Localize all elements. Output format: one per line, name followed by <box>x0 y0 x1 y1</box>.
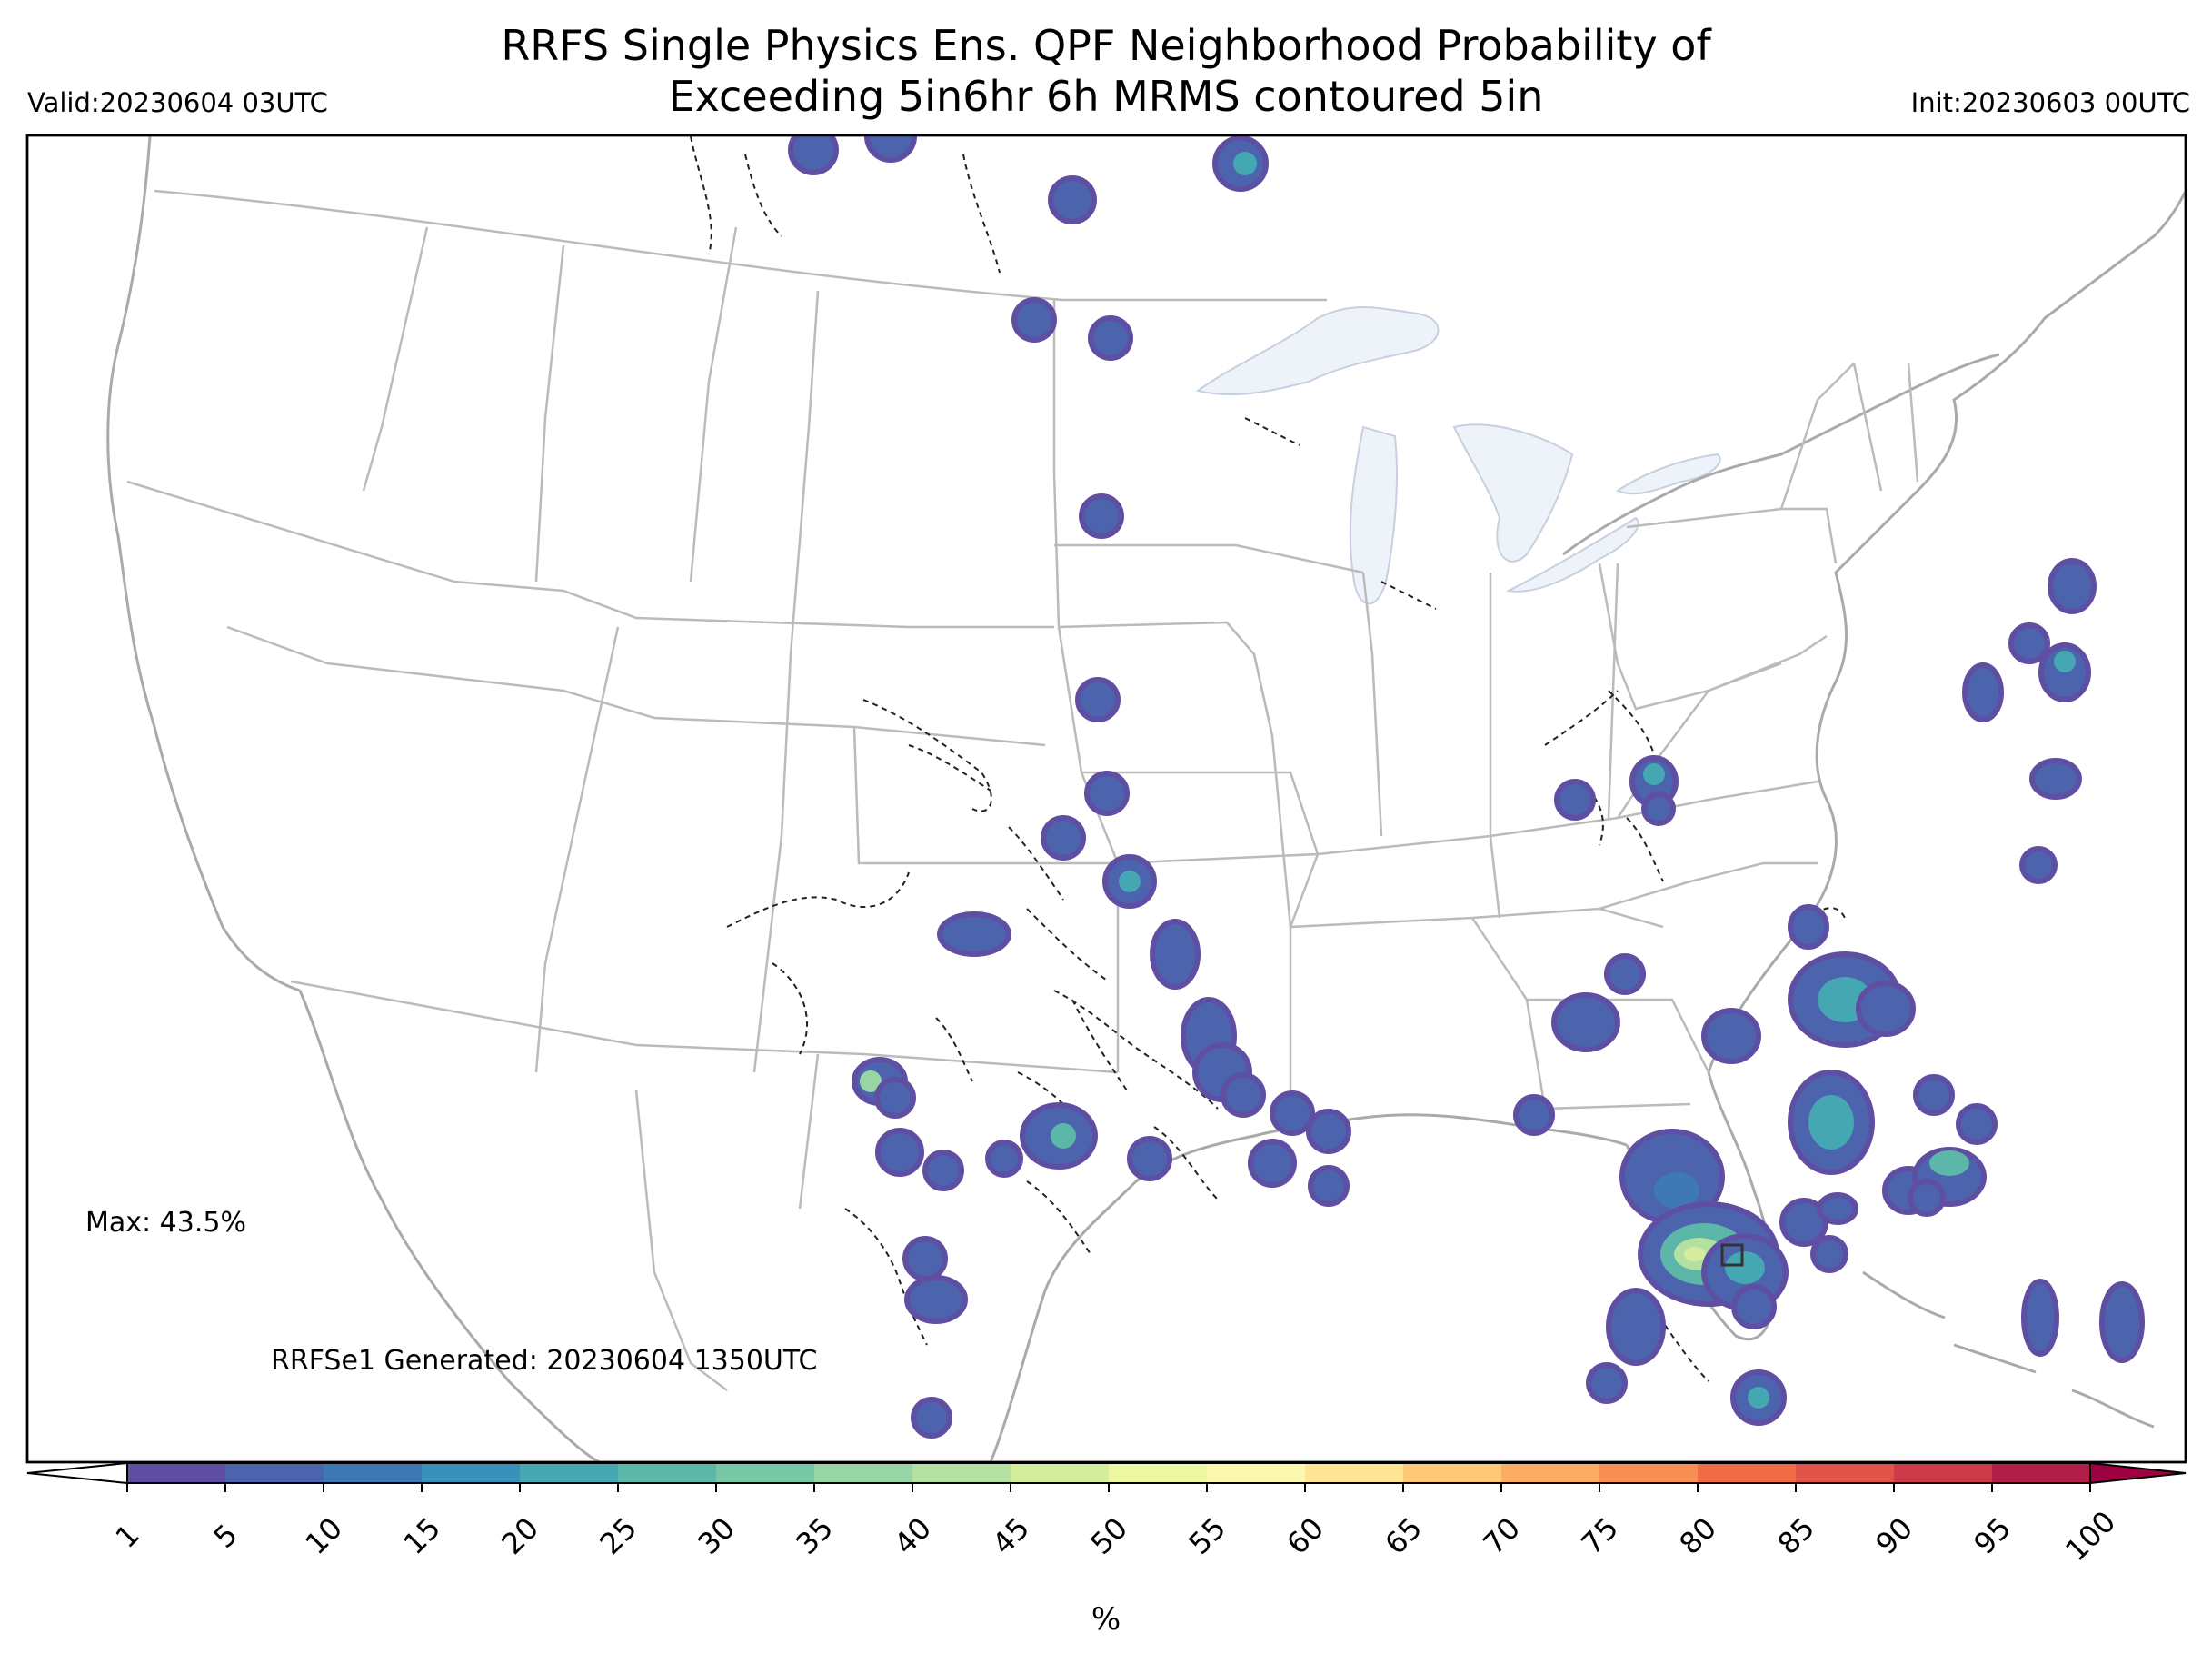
state-borders <box>126 189 1919 1391</box>
colorbar-segment <box>1796 1463 1895 1483</box>
max-value-label: Max: 43.5% <box>85 1207 246 1239</box>
colorbar-segment <box>618 1463 717 1483</box>
valid-time-label: Valid:20230604 03UTC <box>27 87 328 118</box>
colorbar-tick-label: 95 <box>1967 1510 2018 1561</box>
lake-huron <box>1452 423 1574 563</box>
colorbar-tick-label: 10 <box>298 1510 349 1561</box>
colorbar-segment <box>422 1463 521 1483</box>
colorbar-segment <box>225 1463 324 1483</box>
init-time-label: Init:20230603 00UTC <box>1910 87 2190 118</box>
colorbar-segment <box>1305 1463 1404 1483</box>
colorbar-units-label: % <box>1091 1601 1121 1638</box>
colorbar-segments <box>26 1461 2187 1485</box>
probability-field <box>788 135 2145 1439</box>
mrms-5in-contours <box>690 135 1846 1382</box>
colorbar-segment <box>1501 1463 1600 1483</box>
generated-label: RRFSe1 Generated: 20230604 1350UTC <box>271 1345 818 1377</box>
colorbar-tick-label: 60 <box>1280 1510 1330 1561</box>
colorbar-segment <box>520 1463 619 1483</box>
lake-erie <box>1505 516 1639 593</box>
colorbar-segment <box>716 1463 815 1483</box>
colorbar-segment <box>912 1463 1011 1483</box>
colorbar-segment <box>1207 1463 1306 1483</box>
colorbar-tick-label: 35 <box>789 1510 840 1561</box>
colorbar-segment <box>1011 1463 1110 1483</box>
colorbar-tick-label: 1 <box>109 1518 146 1555</box>
colorbar-segment <box>814 1463 913 1483</box>
colorbar-tick-label: 45 <box>985 1510 1036 1561</box>
colorbar-extend-min <box>26 1461 128 1485</box>
colorbar-tick-label: 15 <box>396 1510 447 1561</box>
colorbar-tick-label: 70 <box>1476 1510 1527 1561</box>
colorbar-tick-label: 50 <box>1083 1510 1134 1561</box>
colorbar-segment <box>1698 1463 1797 1483</box>
colorbar-tick-label: 30 <box>691 1510 742 1561</box>
colorbar-tick-label: 80 <box>1672 1510 1723 1561</box>
title-line-2: Exceeding 5in6hr 6h MRMS contoured 5in <box>668 72 1544 121</box>
colorbar-segment <box>1599 1463 1699 1483</box>
chart-title: RRFS Single Physics Ens. QPF Neighborhoo… <box>0 20 2212 122</box>
colorbar-extend-max <box>2089 1461 2187 1485</box>
colorbar-tick-label: 85 <box>1770 1510 1821 1561</box>
colorbar-tick-label: 100 <box>2058 1504 2122 1568</box>
colorbar-tick-label: 75 <box>1574 1510 1625 1561</box>
colorbar-segment <box>127 1463 226 1483</box>
colorbar-segment <box>1992 1463 2091 1483</box>
lake-superior <box>1195 306 1440 396</box>
lake-ontario <box>1615 453 1721 495</box>
colorbar-tick-label: 65 <box>1378 1510 1429 1561</box>
colorbar-tick-label: 55 <box>1181 1510 1232 1561</box>
colorbar-ticks: 1 5 10 15 20 25 30 35 40 45 50 55 60 65 70 75 80 85 90 95 10… <box>109 1483 2122 1568</box>
colorbar-tick-label: 25 <box>593 1510 643 1561</box>
colorbar-segment <box>324 1463 423 1483</box>
colorbar-tick-label: 90 <box>1868 1510 1919 1561</box>
colorbar-tick-label: 20 <box>494 1510 545 1561</box>
lake-michigan <box>1349 425 1398 605</box>
title-line-1: RRFS Single Physics Ens. QPF Neighborhoo… <box>501 21 1711 70</box>
colorbar-tick-label: 40 <box>887 1510 938 1561</box>
colorbar-segment <box>1894 1463 1993 1483</box>
colorbar-segment <box>1109 1463 1208 1483</box>
colorbar-segment <box>1403 1463 1502 1483</box>
colorbar-tick-label: 5 <box>207 1518 244 1555</box>
